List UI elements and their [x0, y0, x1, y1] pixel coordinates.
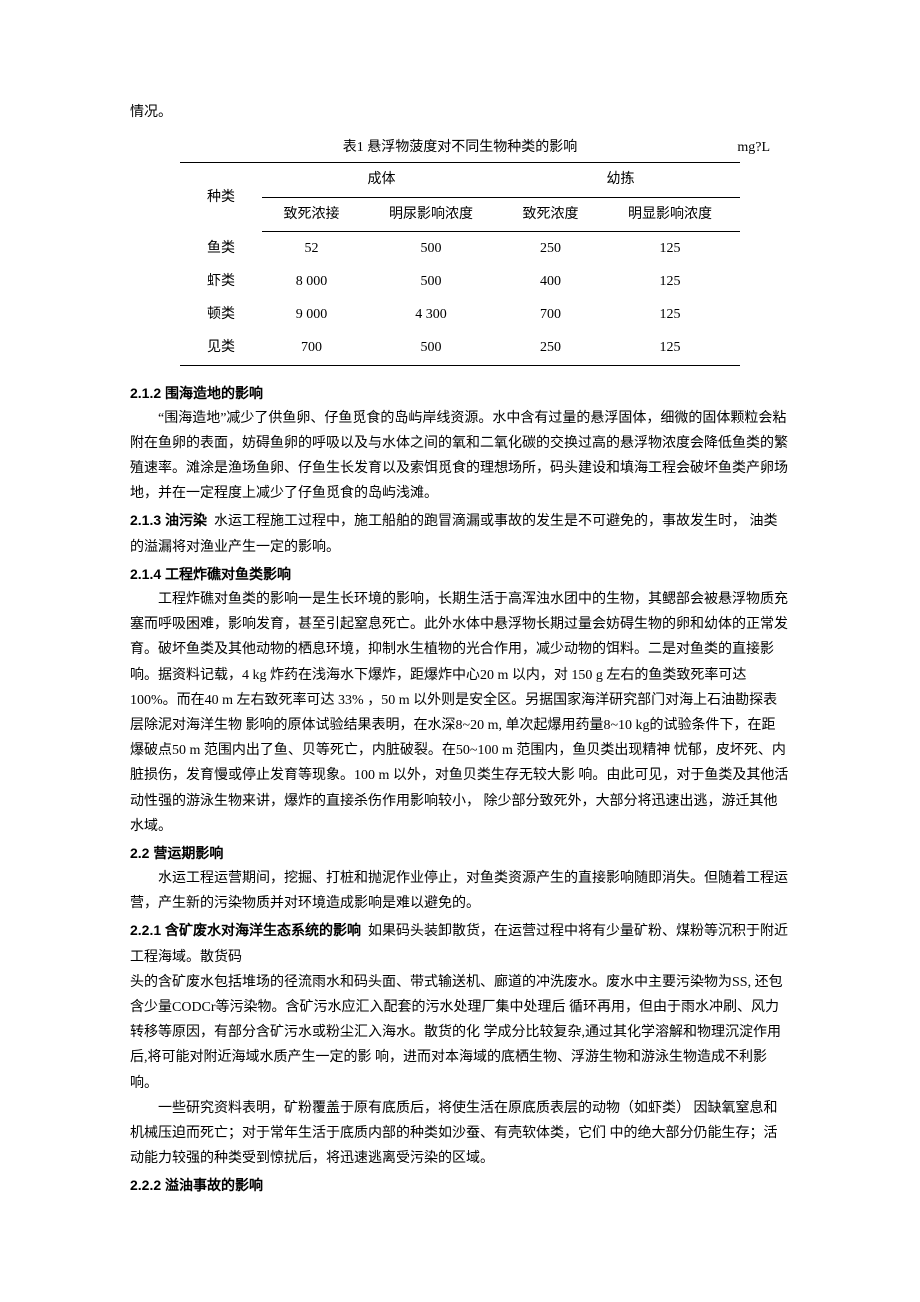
- section-22: 2.2 营运期影响 水运工程运营期间，挖掘、打桩和抛泥作业停止，对鱼类资源产生的…: [130, 841, 790, 917]
- th-adult: 成体: [262, 163, 501, 197]
- table-cell: 鱼类: [180, 231, 262, 265]
- table-cell: 52: [262, 231, 361, 265]
- section-213: 2.1.3 油污染 水运工程施工过程中，施工船舶的跑冒滴漏或事故的发生是不可避免…: [130, 508, 790, 559]
- table-cell: 400: [501, 265, 600, 298]
- table-cell: 500: [361, 265, 501, 298]
- table-unit: mg?L: [737, 135, 770, 160]
- table-row: 虾类8 000500400125: [180, 265, 740, 298]
- th-juv-lethal: 致死浓度: [501, 197, 600, 231]
- table-cell: 125: [600, 265, 740, 298]
- th-adult-effect: 明尿影响浓度: [361, 197, 501, 231]
- s212-title: 2.1.2 围海造地的影响: [130, 381, 790, 406]
- s214-title: 2.1.4 工程炸礁对鱼类影响: [130, 562, 790, 587]
- table-cell: 9 000: [262, 298, 361, 331]
- table-container: 表1 悬浮物菠度对不同生物种类的影响 mg?L 种类 成体 幼拣 致死浓接 明尿…: [180, 135, 740, 365]
- table-row: 鱼类52500250125: [180, 231, 740, 265]
- table-cell: 4 300: [361, 298, 501, 331]
- table-row: 见类700500250125: [180, 331, 740, 365]
- table-cell: 顿类: [180, 298, 262, 331]
- intro-text: 情况。: [130, 100, 790, 125]
- section-221: 2.2.1 含矿废水对海洋生态系统的影响 如果码头装卸散货，在运营过程中将有少量…: [130, 918, 790, 1171]
- s213-inline: 水运工程施工过程中，施工船舶的跑冒滴漏或事故的发生是不可避免的，事故发生时， 油…: [130, 514, 778, 554]
- section-222: 2.2.2 溢油事故的影响: [130, 1173, 790, 1198]
- section-214: 2.1.4 工程炸礁对鱼类影响 工程炸礁对鱼类的影响一是生长环境的影响，长期生活…: [130, 562, 790, 839]
- table-cell: 500: [361, 331, 501, 365]
- th-juv-effect: 明显影响浓度: [600, 197, 740, 231]
- table-cell: 125: [600, 331, 740, 365]
- section-212: 2.1.2 围海造地的影响 “围海造地”减少了供鱼卵、仔鱼觅食的岛屿岸线资源。水…: [130, 381, 790, 507]
- data-table: 种类 成体 幼拣 致死浓接 明尿影响浓度 致死浓度 明显影响浓度 鱼类52500…: [180, 162, 740, 365]
- s221-body2: 一些研究资料表明，矿粉覆盖于原有底质后，将使生活在原底质表层的动物（如虾类） 因…: [130, 1096, 790, 1172]
- table-cell: 见类: [180, 331, 262, 365]
- s221-body1: 头的含矿废水包括堆场的径流雨水和码头面、带式输送机、廊道的冲洗废水。废水中主要污…: [130, 970, 790, 1096]
- table-cell: 8 000: [262, 265, 361, 298]
- table-row: 顿类9 0004 300700125: [180, 298, 740, 331]
- caption-text: 表1 悬浮物菠度对不同生物种类的影响: [343, 140, 578, 155]
- table-cell: 250: [501, 231, 600, 265]
- table-cell: 虾类: [180, 265, 262, 298]
- table-cell: 125: [600, 231, 740, 265]
- th-juvenile: 幼拣: [501, 163, 740, 197]
- s221-title: 2.2.1 含矿废水对海洋生态系统的影响: [130, 922, 361, 938]
- table-cell: 700: [262, 331, 361, 365]
- s222-title: 2.2.2 溢油事故的影响: [130, 1173, 790, 1198]
- s22-body: 水运工程运营期间，挖掘、打桩和抛泥作业停止，对鱼类资源产生的直接影响随即消失。但…: [130, 866, 790, 916]
- th-species: 种类: [180, 163, 262, 231]
- s212-body: “围海造地”减少了供鱼卵、仔鱼觅食的岛屿岸线资源。水中含有过量的悬浮固体，细微的…: [130, 406, 790, 507]
- s22-title: 2.2 营运期影响: [130, 841, 790, 866]
- table-cell: 125: [600, 298, 740, 331]
- s214-body: 工程炸礁对鱼类的影响一是生长环境的影响，长期生活于高浑浊水团中的生物，其鳃部会被…: [130, 587, 790, 839]
- s213-title: 2.1.3 油污染: [130, 512, 207, 528]
- th-adult-lethal: 致死浓接: [262, 197, 361, 231]
- table-cell: 700: [501, 298, 600, 331]
- table-caption: 表1 悬浮物菠度对不同生物种类的影响 mg?L: [180, 135, 740, 160]
- table-cell: 250: [501, 331, 600, 365]
- table-cell: 500: [361, 231, 501, 265]
